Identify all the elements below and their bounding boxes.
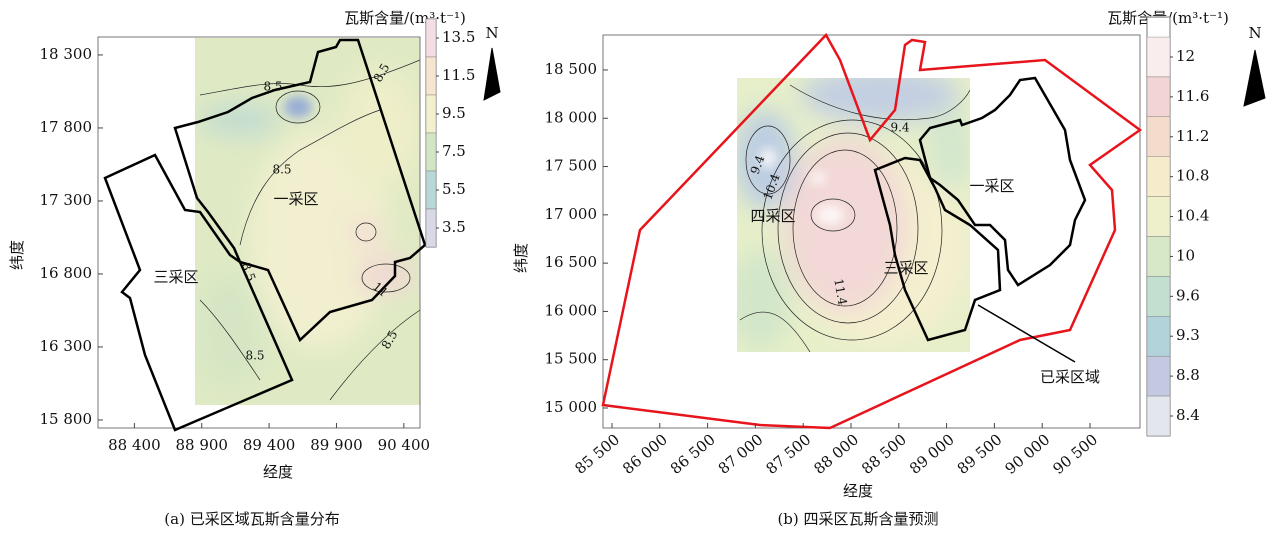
contour-label: 9.4 xyxy=(890,121,909,135)
x-tick-label: 90 500 xyxy=(1049,430,1101,478)
area-label: 三采区 xyxy=(883,259,928,277)
y-tick-label: 18 300 xyxy=(40,45,93,63)
x-tick-label: 85 500 xyxy=(571,430,623,478)
x-tick-label: 89 400 xyxy=(243,436,296,454)
x-tick-label: 88 000 xyxy=(810,430,862,478)
x-tick-label: 87 000 xyxy=(715,430,767,478)
colorbar-tick-label: 13.5 xyxy=(442,28,475,46)
colorbar-band xyxy=(1147,276,1170,316)
area-label: 一采区 xyxy=(969,177,1014,195)
x-tick-label: 90 000 xyxy=(1002,430,1054,478)
colorbar-tick-label: 11.2 xyxy=(1176,127,1209,145)
colorbar-band xyxy=(426,209,436,247)
x-tick-label: 89 500 xyxy=(954,430,1006,478)
contour-label: 8.5 xyxy=(272,163,291,177)
colorbar-tick-label: 10.4 xyxy=(1176,207,1209,225)
y-tick-label: 16 800 xyxy=(40,264,93,282)
north-arrow xyxy=(484,48,500,100)
x-tick-label: 89 000 xyxy=(906,430,958,478)
y-tick-label: 15 000 xyxy=(545,398,598,416)
x-tick-label: 88 500 xyxy=(858,430,910,478)
colorbar-tick-label: 9.3 xyxy=(1176,326,1200,344)
colorbar-tick-label: 11.5 xyxy=(442,66,475,84)
contour-label: 8.5 xyxy=(263,80,282,94)
colorbar-tick-label: 10.8 xyxy=(1176,167,1209,185)
colorbar-band xyxy=(426,57,436,95)
colorbar-tick-label: 9.5 xyxy=(442,104,466,122)
y-tick-label: 17 300 xyxy=(40,191,93,209)
x-tick-label: 86 500 xyxy=(667,430,719,478)
colorbar-band xyxy=(426,171,436,209)
y-tick-label: 17 500 xyxy=(545,157,598,175)
x-tick-label: 86 000 xyxy=(619,430,671,478)
y-tick-label: 18 500 xyxy=(545,60,598,78)
colorbar-tick-label: 8.8 xyxy=(1176,366,1200,384)
colorbar-band xyxy=(1147,197,1170,237)
colorbar-band xyxy=(1147,37,1170,77)
x-tick-label: 90 400 xyxy=(378,436,431,454)
colorbar-band xyxy=(1147,316,1170,356)
colorbar-band xyxy=(426,19,436,57)
y-tick-label: 18 000 xyxy=(545,108,598,126)
x-axis-title: 经度 xyxy=(263,463,293,481)
colorbar-tick-label: 8.4 xyxy=(1176,406,1200,424)
y-tick-label: 15 800 xyxy=(40,410,93,428)
area-label: 三采区 xyxy=(153,268,198,286)
north-label: N xyxy=(1248,24,1261,42)
colorbar-tick-label: 5.5 xyxy=(442,180,466,198)
figure: 8.5 8.5 8.5 8.5 8.5 8.5 11 一采区 三采区 经度 纬度… xyxy=(0,0,1271,536)
colorbar-title: 瓦斯含量/(m³·t⁻¹) xyxy=(344,9,466,27)
area-label: 已采区域 xyxy=(1040,368,1100,386)
colorbar-tick-label: 12 xyxy=(1176,47,1195,65)
y-tick-label: 17 000 xyxy=(545,205,598,223)
colorbar-tick-label: 7.5 xyxy=(442,142,466,160)
colorbar-band xyxy=(1147,237,1170,277)
north-arrow xyxy=(1244,50,1265,106)
y-axis-title: 纬度 xyxy=(512,243,530,273)
colorbar-band xyxy=(1147,77,1170,117)
y-tick-label: 16 500 xyxy=(545,253,598,271)
area-label: 四采区 xyxy=(750,207,795,225)
x-tick-label: 87 500 xyxy=(763,430,815,478)
caption: (b) 四采区瓦斯含量预测 xyxy=(777,510,938,528)
colorbar-band xyxy=(1147,117,1170,157)
y-tick-label: 15 500 xyxy=(545,350,598,368)
colorbar-band xyxy=(1147,157,1170,197)
y-tick-label: 16 300 xyxy=(40,337,93,355)
colorbar-band xyxy=(426,133,436,171)
y-tick-label: 16 000 xyxy=(545,301,598,319)
caption: (a) 已采区域瓦斯含量分布 xyxy=(164,510,339,528)
y-tick-label: 17 800 xyxy=(40,118,93,136)
y-axis-title: 纬度 xyxy=(8,240,26,270)
colorbar-tick-label: 3.5 xyxy=(442,218,466,236)
colorbar-tick-label: 10 xyxy=(1176,246,1195,264)
colorbar-tick-label: 11.6 xyxy=(1176,87,1209,105)
x-tick-label: 88 900 xyxy=(175,436,228,454)
colorbar-tick-label: 9.6 xyxy=(1176,286,1200,304)
contour-label: 8.5 xyxy=(245,349,264,363)
colorbar-band xyxy=(1147,396,1170,436)
x-tick-label: 88 400 xyxy=(108,436,161,454)
colorbar-band xyxy=(1147,356,1170,396)
x-axis-title: 经度 xyxy=(843,482,873,500)
colorbar-band xyxy=(426,95,436,133)
north-label: N xyxy=(485,24,498,42)
area-label: 一采区 xyxy=(273,190,318,208)
x-tick-label: 89 900 xyxy=(310,436,363,454)
